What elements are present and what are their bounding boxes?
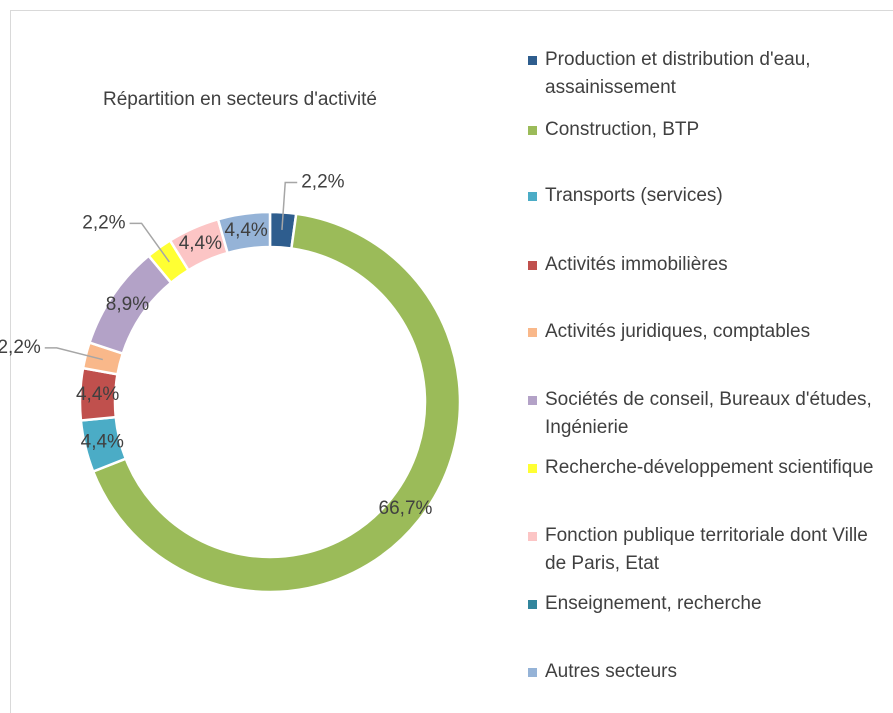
legend-label: Construction, BTP bbox=[545, 119, 700, 140]
legend-marker bbox=[528, 126, 537, 135]
legend-item: Activités juridiques, comptables bbox=[528, 318, 885, 346]
donut-slice bbox=[216, 210, 272, 255]
leader-line bbox=[281, 181, 298, 230]
legend-marker bbox=[528, 532, 537, 541]
data-label: 2,2% bbox=[0, 337, 41, 358]
legend-label: Fonction publique territoriale dont Vill… bbox=[545, 525, 868, 574]
data-label: 66,7% bbox=[379, 498, 433, 519]
legend-item: Enseignement, recherche bbox=[528, 590, 885, 618]
legend-label: Activités immobilières bbox=[545, 254, 728, 275]
legend-marker bbox=[528, 192, 537, 201]
leader-line bbox=[44, 347, 103, 361]
data-label: 4,4% bbox=[179, 233, 222, 254]
legend-marker bbox=[528, 261, 537, 270]
legend-item: Sociétés de conseil, Bureaux d'études, I… bbox=[528, 386, 885, 442]
legend-marker bbox=[528, 668, 537, 677]
legend-item: Recherche-développement scientifique bbox=[528, 454, 885, 482]
data-label: 8,9% bbox=[106, 294, 149, 315]
legend-label: Activités juridiques, comptables bbox=[545, 321, 811, 342]
legend-marker bbox=[528, 464, 537, 473]
legend-marker bbox=[528, 600, 537, 609]
legend-item: Activités immobilières bbox=[528, 251, 885, 279]
legend-label: Sociétés de conseil, Bureaux d'études, I… bbox=[545, 389, 872, 438]
data-label: 2,2% bbox=[82, 212, 125, 233]
data-label: 4,4% bbox=[225, 220, 268, 241]
legend-item: Fonction publique territoriale dont Vill… bbox=[528, 522, 885, 578]
legend-label: Enseignement, recherche bbox=[545, 593, 762, 614]
legend-marker bbox=[528, 56, 537, 65]
data-label: 4,4% bbox=[81, 431, 124, 452]
legend-label: Autres secteurs bbox=[545, 661, 677, 682]
leader-line bbox=[129, 222, 170, 263]
legend-label: Transports (services) bbox=[545, 185, 723, 206]
chart-title: Répartition en secteurs d'activité bbox=[103, 89, 377, 110]
legend-item: Production et distribution d'eau, assain… bbox=[528, 46, 885, 102]
legend-marker bbox=[528, 328, 537, 337]
donut-slice bbox=[91, 212, 462, 594]
legend-label: Recherche-développement scientifique bbox=[545, 457, 874, 478]
legend-marker bbox=[528, 396, 537, 405]
data-label: 4,4% bbox=[76, 384, 119, 405]
legend-item: Transports (services) bbox=[528, 182, 885, 210]
legend-item: Autres secteurs bbox=[528, 658, 885, 686]
chart-border bbox=[10, 10, 893, 713]
legend-label: Production et distribution d'eau, assain… bbox=[545, 49, 811, 98]
legend-item: Construction, BTP bbox=[528, 116, 885, 144]
data-label: 2,2% bbox=[301, 172, 344, 193]
